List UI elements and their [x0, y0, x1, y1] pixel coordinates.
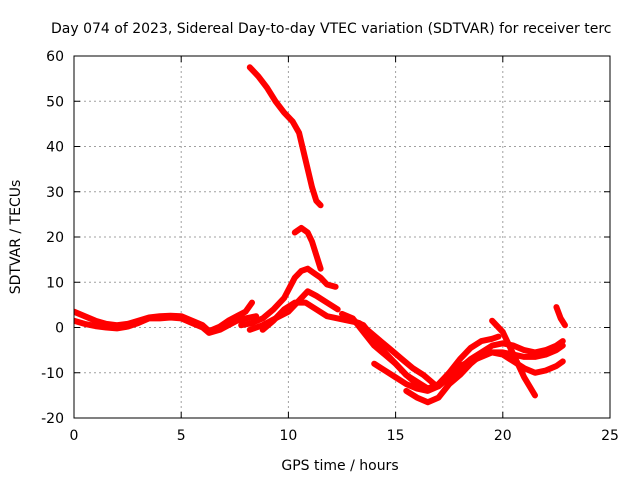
- series-line-arc-8: [339, 310, 566, 392]
- series-line-arc-11: [371, 333, 502, 394]
- x-tick-label: 5: [177, 428, 186, 444]
- y-tick-label: -10: [41, 366, 64, 382]
- series-line-arc-2: [74, 313, 260, 336]
- x-tick-label: 25: [601, 428, 619, 444]
- y-axis-label: SDTVAR / TECUs: [8, 180, 24, 295]
- y-tick-label: 60: [46, 49, 64, 65]
- y-tick-label: 30: [46, 185, 64, 201]
- y-tick-label: 10: [46, 275, 64, 291]
- axis-ticks: 0 5 10 15 20 25 -20 -10 0 10 20 30 40 50 60: [41, 49, 619, 444]
- y-tick-label: 50: [46, 94, 64, 110]
- y-tick-label: -20: [41, 411, 64, 427]
- series-group: [74, 64, 568, 406]
- series-line-arc-6: [246, 288, 341, 333]
- series-line-arc-10: [403, 349, 566, 406]
- chart-title: Day 074 of 2023, Sidereal Day-to-day VTE…: [51, 21, 611, 37]
- y-tick-label: 40: [46, 140, 64, 156]
- series-line-arc-7: [259, 299, 438, 388]
- series-line-arc-12: [489, 317, 538, 399]
- series-line-arc-4: [238, 265, 339, 329]
- x-axis-label: GPS time / hours: [281, 458, 398, 474]
- x-tick-label: 10: [279, 428, 297, 444]
- x-tick-label: 15: [387, 428, 405, 444]
- series-line-arc-5: [291, 224, 324, 272]
- series-line-arc-3: [246, 64, 324, 209]
- y-tick-label: 20: [46, 230, 64, 246]
- y-tick-label: 0: [55, 321, 64, 337]
- series-line-arc-9: [349, 317, 566, 392]
- x-tick-label: 0: [70, 428, 79, 444]
- series-line-arc-13: [553, 304, 568, 329]
- x-tick-label: 20: [494, 428, 512, 444]
- grid: [74, 56, 610, 418]
